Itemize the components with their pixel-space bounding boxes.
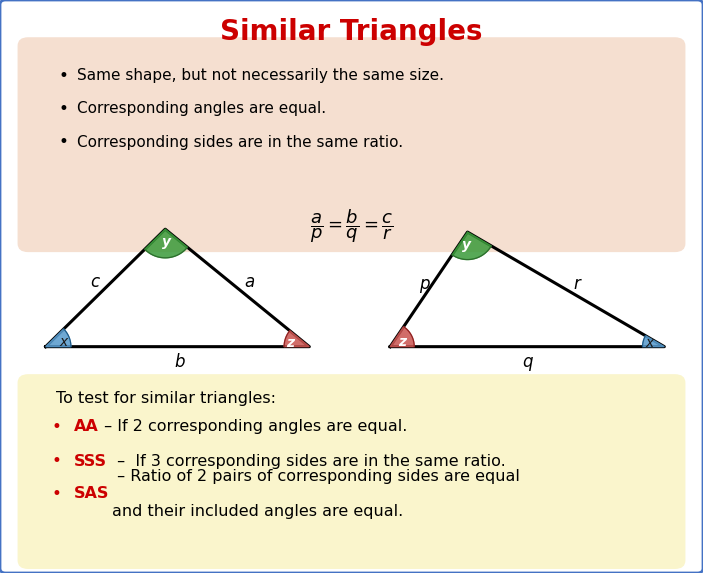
- Text: a: a: [245, 273, 254, 291]
- Text: –  If 3 corresponding sides are in the same ratio.: – If 3 corresponding sides are in the sa…: [112, 454, 505, 469]
- Text: r: r: [573, 274, 580, 293]
- Text: x: x: [645, 336, 654, 350]
- Text: – Ratio of 2 pairs of corresponding sides are equal: – Ratio of 2 pairs of corresponding side…: [112, 469, 520, 484]
- Text: and their included angles are equal.: and their included angles are equal.: [112, 504, 403, 519]
- Text: Similar Triangles: Similar Triangles: [220, 18, 483, 45]
- Text: Same shape, but not necessarily the same size.: Same shape, but not necessarily the same…: [77, 68, 444, 83]
- Text: x: x: [59, 335, 67, 349]
- Polygon shape: [643, 336, 664, 347]
- Polygon shape: [145, 229, 188, 258]
- Text: •: •: [58, 100, 68, 118]
- Text: SSS: SSS: [74, 454, 107, 469]
- Text: p: p: [419, 274, 429, 293]
- FancyBboxPatch shape: [18, 374, 685, 569]
- Polygon shape: [284, 331, 309, 347]
- Polygon shape: [390, 327, 414, 347]
- Text: •: •: [51, 452, 61, 470]
- Text: z: z: [398, 335, 406, 349]
- Text: AA: AA: [74, 419, 98, 434]
- Text: •: •: [51, 418, 61, 436]
- Text: y: y: [463, 238, 471, 252]
- Text: – If 2 corresponding angles are equal.: – If 2 corresponding angles are equal.: [99, 419, 408, 434]
- Text: c: c: [91, 273, 99, 291]
- Text: q: q: [522, 353, 532, 371]
- Text: To test for similar triangles:: To test for similar triangles:: [56, 391, 276, 406]
- Text: •: •: [51, 485, 61, 503]
- Polygon shape: [46, 329, 71, 347]
- Text: Corresponding angles are equal.: Corresponding angles are equal.: [77, 101, 326, 116]
- Text: y: y: [162, 235, 171, 249]
- Text: SAS: SAS: [74, 486, 109, 501]
- Text: z: z: [286, 336, 295, 350]
- Text: •: •: [58, 133, 68, 151]
- Text: •: •: [58, 66, 68, 85]
- FancyBboxPatch shape: [18, 37, 685, 252]
- Text: $\dfrac{a}{p} = \dfrac{b}{q} = \dfrac{c}{r}$: $\dfrac{a}{p} = \dfrac{b}{q} = \dfrac{c}…: [310, 207, 393, 245]
- Text: b: b: [174, 353, 184, 371]
- Polygon shape: [452, 232, 491, 260]
- Text: Corresponding sides are in the same ratio.: Corresponding sides are in the same rati…: [77, 135, 404, 150]
